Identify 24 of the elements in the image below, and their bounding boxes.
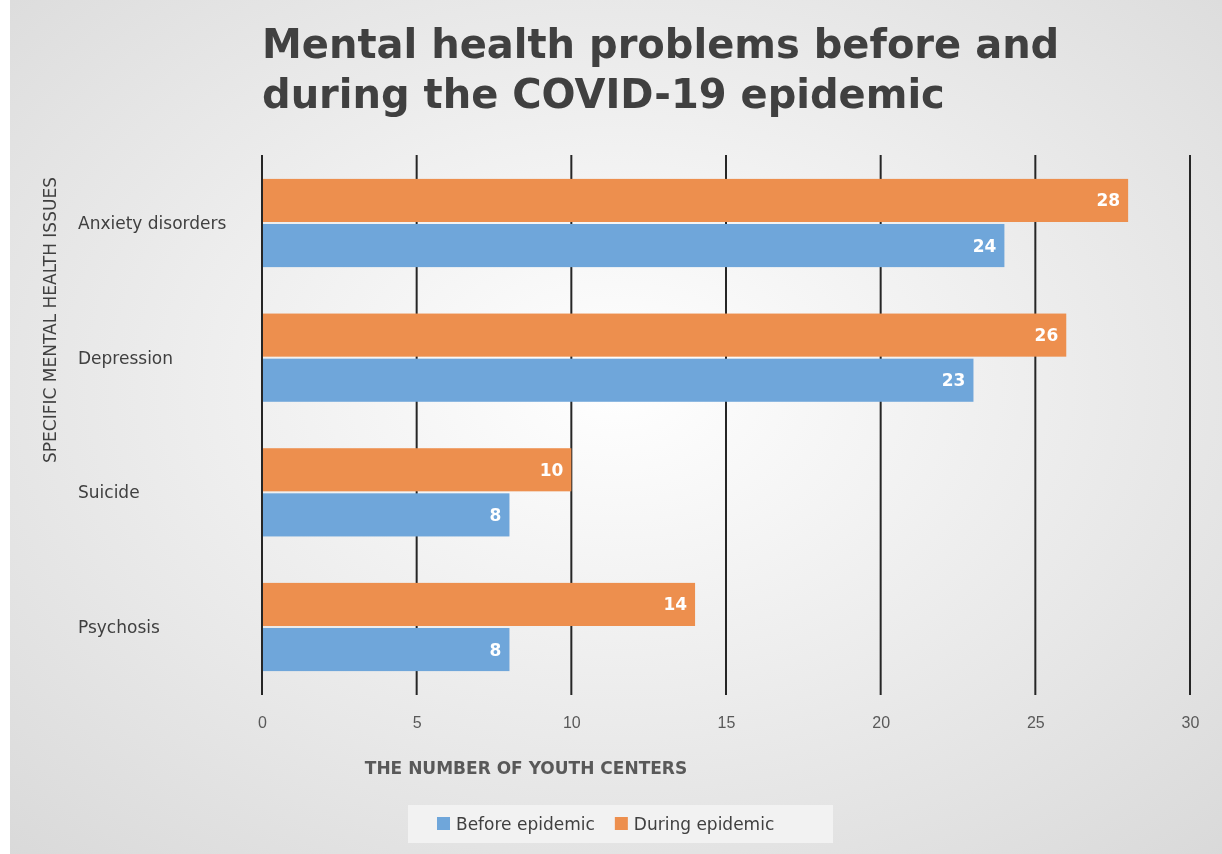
y-tick-label: Depression bbox=[78, 347, 174, 368]
data-label: 23 bbox=[941, 370, 966, 391]
y-axis-title: SPECIFIC MENTAL HEALTH ISSUES bbox=[40, 177, 60, 463]
y-tick-label: Suicide bbox=[78, 482, 140, 503]
x-axis-title: THE NUMBER OF YOUTH CENTERS bbox=[364, 758, 688, 778]
x-tick-label: 25 bbox=[1026, 714, 1045, 732]
x-tick-label: 30 bbox=[1181, 714, 1200, 732]
x-tick-label: 10 bbox=[562, 714, 581, 732]
x-tick-label: 20 bbox=[872, 714, 891, 732]
legend-label: During epidemic bbox=[633, 813, 775, 834]
y-tick-label: Anxiety disorders bbox=[78, 212, 227, 233]
data-label: 24 bbox=[972, 235, 997, 256]
chart-title: Mental health problems before and during the COVID-19 epidemic bbox=[262, 21, 1060, 117]
x-tick-label: 15 bbox=[717, 714, 736, 732]
data-label: 26 bbox=[1034, 325, 1059, 346]
data-label: 8 bbox=[489, 639, 502, 660]
data-label: 10 bbox=[539, 459, 564, 480]
data-label: 8 bbox=[489, 504, 502, 525]
legend-label: Before epidemic bbox=[456, 813, 595, 834]
x-tick-label: 5 bbox=[412, 714, 422, 732]
data-label: 28 bbox=[1096, 190, 1121, 211]
x-tick-label: 0 bbox=[258, 714, 268, 732]
y-tick-label: Psychosis bbox=[78, 616, 160, 637]
data-label: 14 bbox=[663, 594, 688, 615]
